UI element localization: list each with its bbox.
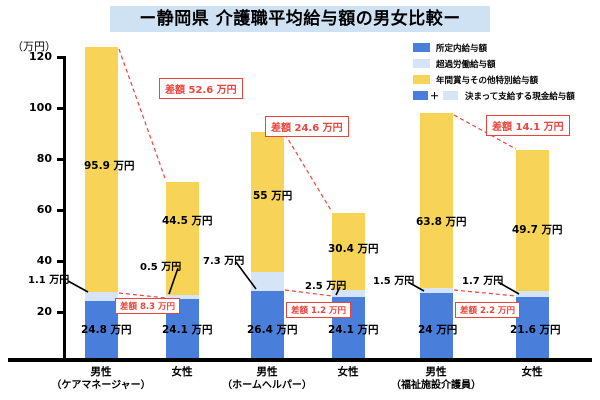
difference-box-care-manager-scheduled: 差額 8.3 万円 — [115, 298, 180, 314]
bar-segment-scheduled — [251, 291, 284, 358]
bar-label-bonus-fc-male: 63.8 万円 — [416, 216, 467, 228]
bar-segment-overtime — [251, 272, 284, 291]
bar-facility-caregiver-male — [420, 113, 453, 358]
x-label-gender: 女性 — [521, 366, 543, 378]
y-tick-label-100: 100 — [29, 101, 52, 114]
x-label-gender: 女性 — [171, 366, 193, 378]
chart-legend: 所定内給与額 超過労働給与額 年間賞与その他特別給与額 ＋ 決まって支給する現金… — [413, 40, 593, 104]
bar-segment-bonus — [332, 213, 365, 290]
bar-home-helper-male — [251, 132, 284, 358]
y-tick-mark-100 — [57, 107, 66, 110]
legend-label-overtime-salary: 超過労働給与額 — [436, 59, 496, 70]
y-tick-mark-120 — [57, 56, 66, 59]
y-tick-label-20: 20 — [36, 305, 52, 318]
legend-swatch-yellow-icon — [413, 75, 430, 84]
bar-label-scheduled-hh-male: 26.4 万円 — [247, 324, 298, 336]
x-label-gender: 男性 — [256, 366, 278, 378]
legend-swatch-blue-combo-icon — [413, 91, 428, 100]
x-axis-line — [8, 358, 592, 362]
difference-box-home-helper-total: 差額 24.6 万円 — [265, 116, 349, 137]
bar-segment-overtime — [85, 292, 118, 301]
bar-label-bonus-hh-female: 30.4 万円 — [328, 243, 379, 255]
bar-segment-bonus — [251, 132, 284, 272]
y-tick-mark-60 — [57, 209, 66, 212]
legend-item-overtime-salary: 超過労働給与額 — [413, 56, 593, 71]
y-axis-unit-label: （万円） — [12, 40, 56, 53]
bar-label-scheduled-fc-male: 24 万円 — [418, 324, 458, 336]
bar-label-bonus-cm-male: 95.9 万円 — [84, 160, 135, 172]
bar-label-overtime-cm-female: 0.5 万円 — [140, 262, 182, 273]
x-label-gender: 女性 — [337, 366, 359, 378]
x-label-job: （福祉施設介護員） — [391, 380, 481, 391]
chart-title: ー静岡県 介護職平均給与額の男女比較ー — [110, 6, 490, 32]
x-label-facility-male: 男性 （福祉施設介護員） — [376, 366, 496, 392]
bar-care-manager-male — [85, 47, 118, 358]
legend-label-scheduled-salary: 所定内給与額 — [436, 43, 488, 54]
bar-facility-caregiver-female — [516, 150, 549, 358]
y-tick-mark-40 — [57, 260, 66, 263]
bar-label-bonus-hh-male: 55 万円 — [253, 190, 293, 202]
x-label-home-helper-female: 女性 （ホームヘルパー） — [288, 366, 408, 392]
bar-segment-scheduled — [420, 293, 453, 358]
bar-label-scheduled-cm-female: 24.1 万円 — [162, 324, 213, 336]
y-tick-mark-80 — [57, 158, 66, 161]
bar-segment-scheduled — [516, 297, 549, 358]
legend-item-scheduled-salary: 所定内給与額 — [413, 40, 593, 55]
legend-item-bonus-salary: 年間賞与その他特別給与額 — [413, 72, 593, 87]
x-label-home-helper-male: 男性 （ホームヘルパー） — [207, 366, 327, 392]
bar-segment-overtime — [516, 291, 549, 297]
bar-segment-scheduled — [85, 301, 118, 358]
x-label-gender: 男性 — [425, 366, 447, 378]
bar-segment-overtime — [420, 288, 453, 293]
difference-box-home-helper-scheduled: 差額 1.2 万円 — [286, 302, 351, 318]
x-label-care-manager-male: 男性 （ケアマネージャー） — [41, 366, 161, 392]
bar-segment-bonus — [166, 182, 199, 295]
bar-segment-bonus — [516, 150, 549, 291]
bar-label-overtime-fc-female: 1.7 万円 — [462, 276, 504, 287]
x-label-job: （ケアマネージャー） — [51, 380, 151, 391]
legend-swatch-light-blue-icon — [413, 59, 430, 68]
bar-label-overtime-hh-male: 7.3 万円 — [203, 256, 245, 267]
y-tick-label-80: 80 — [36, 152, 52, 165]
x-label-job: （ホームヘルパー） — [222, 380, 312, 391]
legend-swatch-light-blue-combo-icon — [443, 91, 459, 100]
bar-label-scheduled-hh-female: 24.1 万円 — [328, 324, 379, 336]
bar-segment-bonus — [85, 47, 118, 292]
bar-segment-bonus — [420, 113, 453, 288]
bar-label-overtime-fc-male: 1.5 万円 — [373, 276, 415, 287]
legend-label-bonus-salary: 年間賞与その他特別給与額 — [436, 75, 539, 86]
legend-item-cash-salary-total: ＋ 決まって支給する現金給与額 — [413, 88, 593, 103]
difference-box-facility-total: 差額 14.1 万円 — [486, 115, 570, 136]
bar-label-overtime-hh-female: 2.5 万円 — [305, 281, 347, 292]
bar-label-bonus-fc-female: 49.7 万円 — [512, 224, 563, 236]
y-tick-label-120: 120 — [29, 50, 52, 63]
bar-label-scheduled-cm-male: 24.8 万円 — [81, 324, 132, 336]
legend-plus-sign: ＋ — [430, 92, 440, 102]
legend-label-cash-salary-total: 決まって支給する現金給与額 — [465, 91, 575, 102]
bar-label-overtime-cm-male: 1.1 万円 — [28, 275, 70, 286]
y-tick-label-60: 60 — [36, 203, 52, 216]
bar-segment-overtime — [166, 295, 199, 299]
y-tick-label-40: 40 — [36, 254, 52, 267]
x-label-care-manager-female: 女性 （ケアマネージャー） — [122, 366, 242, 392]
x-label-facility-female: 女性 （福祉施設介護員） — [472, 366, 592, 392]
y-axis-line — [63, 56, 66, 361]
y-tick-mark-20 — [57, 311, 66, 314]
bar-label-bonus-cm-female: 44.5 万円 — [162, 215, 213, 227]
x-label-gender: 男性 — [90, 366, 112, 378]
difference-box-facility-scheduled: 差額 2.2 万円 — [455, 302, 520, 318]
legend-swatch-blue-icon — [413, 43, 430, 52]
bar-segment-overtime — [332, 290, 365, 297]
difference-box-care-manager-total: 差額 52.6 万円 — [159, 78, 243, 99]
bar-label-scheduled-fc-female: 21.6 万円 — [510, 324, 561, 336]
